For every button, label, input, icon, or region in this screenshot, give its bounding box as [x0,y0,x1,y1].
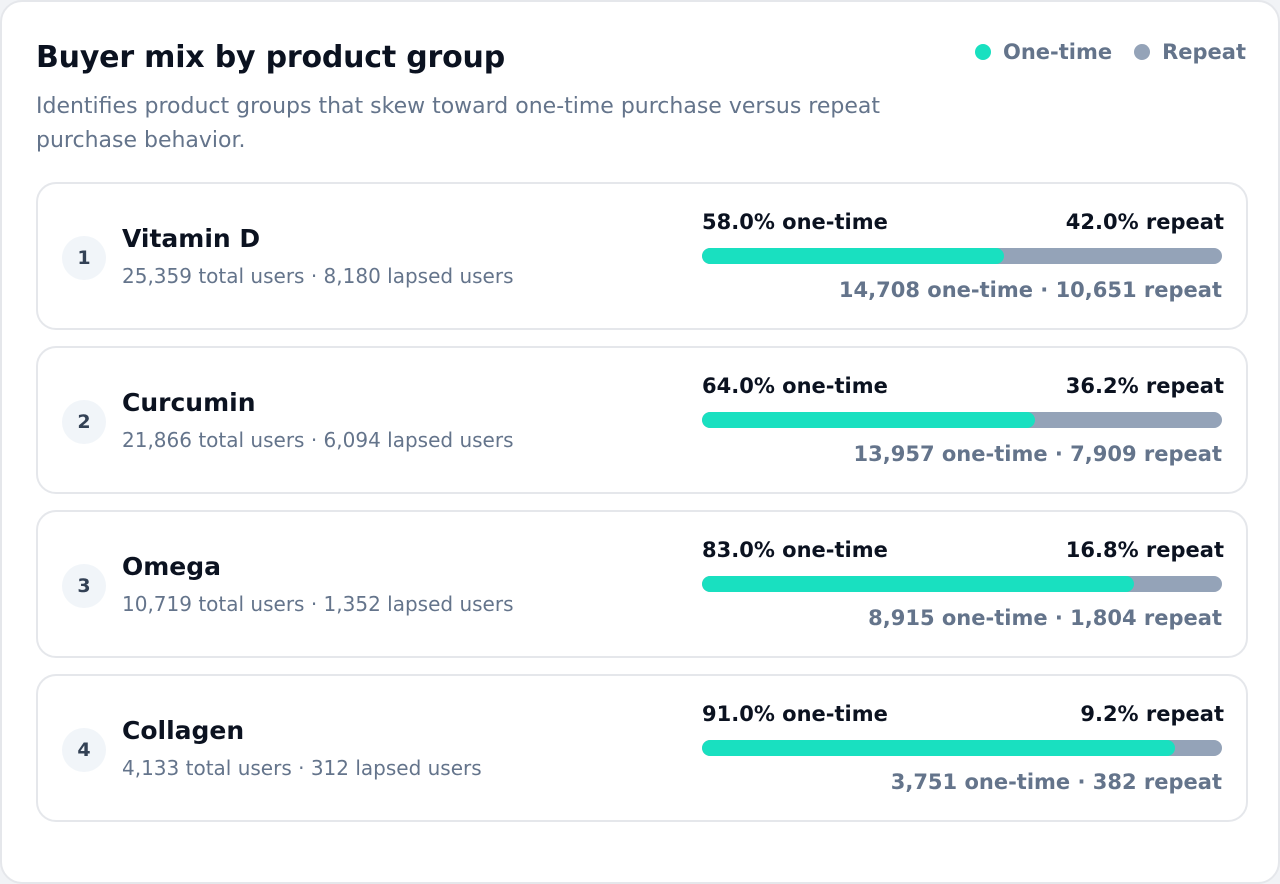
product-group-row: 2 Curcumin 21,866 total users · 6,094 la… [36,346,1248,494]
buyer-counts: 3,751 one-time · 382 repeat [890,770,1222,794]
product-group-name: Omega [122,552,222,581]
product-group-name: Collagen [122,716,245,745]
rank-badge: 1 [62,236,106,280]
buyer-counts: 13,957 one-time · 7,909 repeat [853,442,1222,466]
one-time-dot-icon [974,44,991,60]
repeat-share-label: 36.2% repeat [1065,374,1224,398]
user-counts: 25,359 total users · 8,180 lapsed users [122,264,514,288]
buyer-counts: 8,915 one-time · 1,804 repeat [868,606,1222,630]
legend: One-time Repeat [974,40,1246,64]
rank-badge: 4 [62,728,106,772]
rank-badge: 3 [62,564,106,608]
buyer-mix-stats: 91.0% one-time 9.2% repeat 3,751 one-tim… [702,700,1224,794]
legend-label-one-time: One-time [1002,40,1113,64]
repeat-share-label: 9.2% repeat [1080,702,1224,726]
repeat-dot-icon [1134,44,1151,60]
user-counts: 10,719 total users · 1,352 lapsed users [122,592,514,616]
one-time-bar-fill [702,248,1004,264]
one-time-share-label: 91.0% one-time [702,702,888,726]
repeat-share-label: 42.0% repeat [1065,210,1224,234]
legend-item-one-time: One-time [974,40,1113,64]
buyer-counts: 14,708 one-time · 10,651 repeat [838,278,1222,302]
legend-label-repeat: Repeat [1162,40,1246,64]
buyer-mix-bar [702,576,1222,592]
product-group-list: 1 Vitamin D 25,359 total users · 8,180 l… [36,182,1248,838]
product-group-name: Vitamin D [122,224,261,253]
user-counts: 4,133 total users · 312 lapsed users [122,756,482,780]
product-group-row: 3 Omega 10,719 total users · 1,352 lapse… [36,510,1248,658]
page-subtitle: Identifies product groups that skew towa… [36,94,880,153]
page-title: Buyer mix by product group [36,40,505,75]
one-time-bar-fill [702,576,1134,592]
product-group-row: 4 Collagen 4,133 total users · 312 lapse… [36,674,1248,822]
one-time-share-label: 58.0% one-time [702,210,888,234]
buyer-mix-bar [702,740,1222,756]
one-time-bar-fill [702,740,1176,756]
product-group-row: 1 Vitamin D 25,359 total users · 8,180 l… [36,182,1248,330]
buyer-mix-bar [702,248,1222,264]
one-time-share-label: 64.0% one-time [702,374,888,398]
legend-item-repeat: Repeat [1134,40,1246,64]
one-time-share-label: 83.0% one-time [702,538,888,562]
one-time-bar-fill [702,412,1035,428]
buyer-mix-stats: 64.0% one-time 36.2% repeat 13,957 one-t… [702,372,1224,466]
repeat-share-label: 16.8% repeat [1065,538,1224,562]
buyer-mix-stats: 58.0% one-time 42.0% repeat 14,708 one-t… [702,208,1224,302]
buyer-mix-stats: 83.0% one-time 16.8% repeat 8,915 one-ti… [702,536,1224,630]
product-group-name: Curcumin [122,388,256,417]
rank-badge: 2 [62,400,106,444]
user-counts: 21,866 total users · 6,094 lapsed users [122,428,514,452]
buyer-mix-bar [702,412,1222,428]
